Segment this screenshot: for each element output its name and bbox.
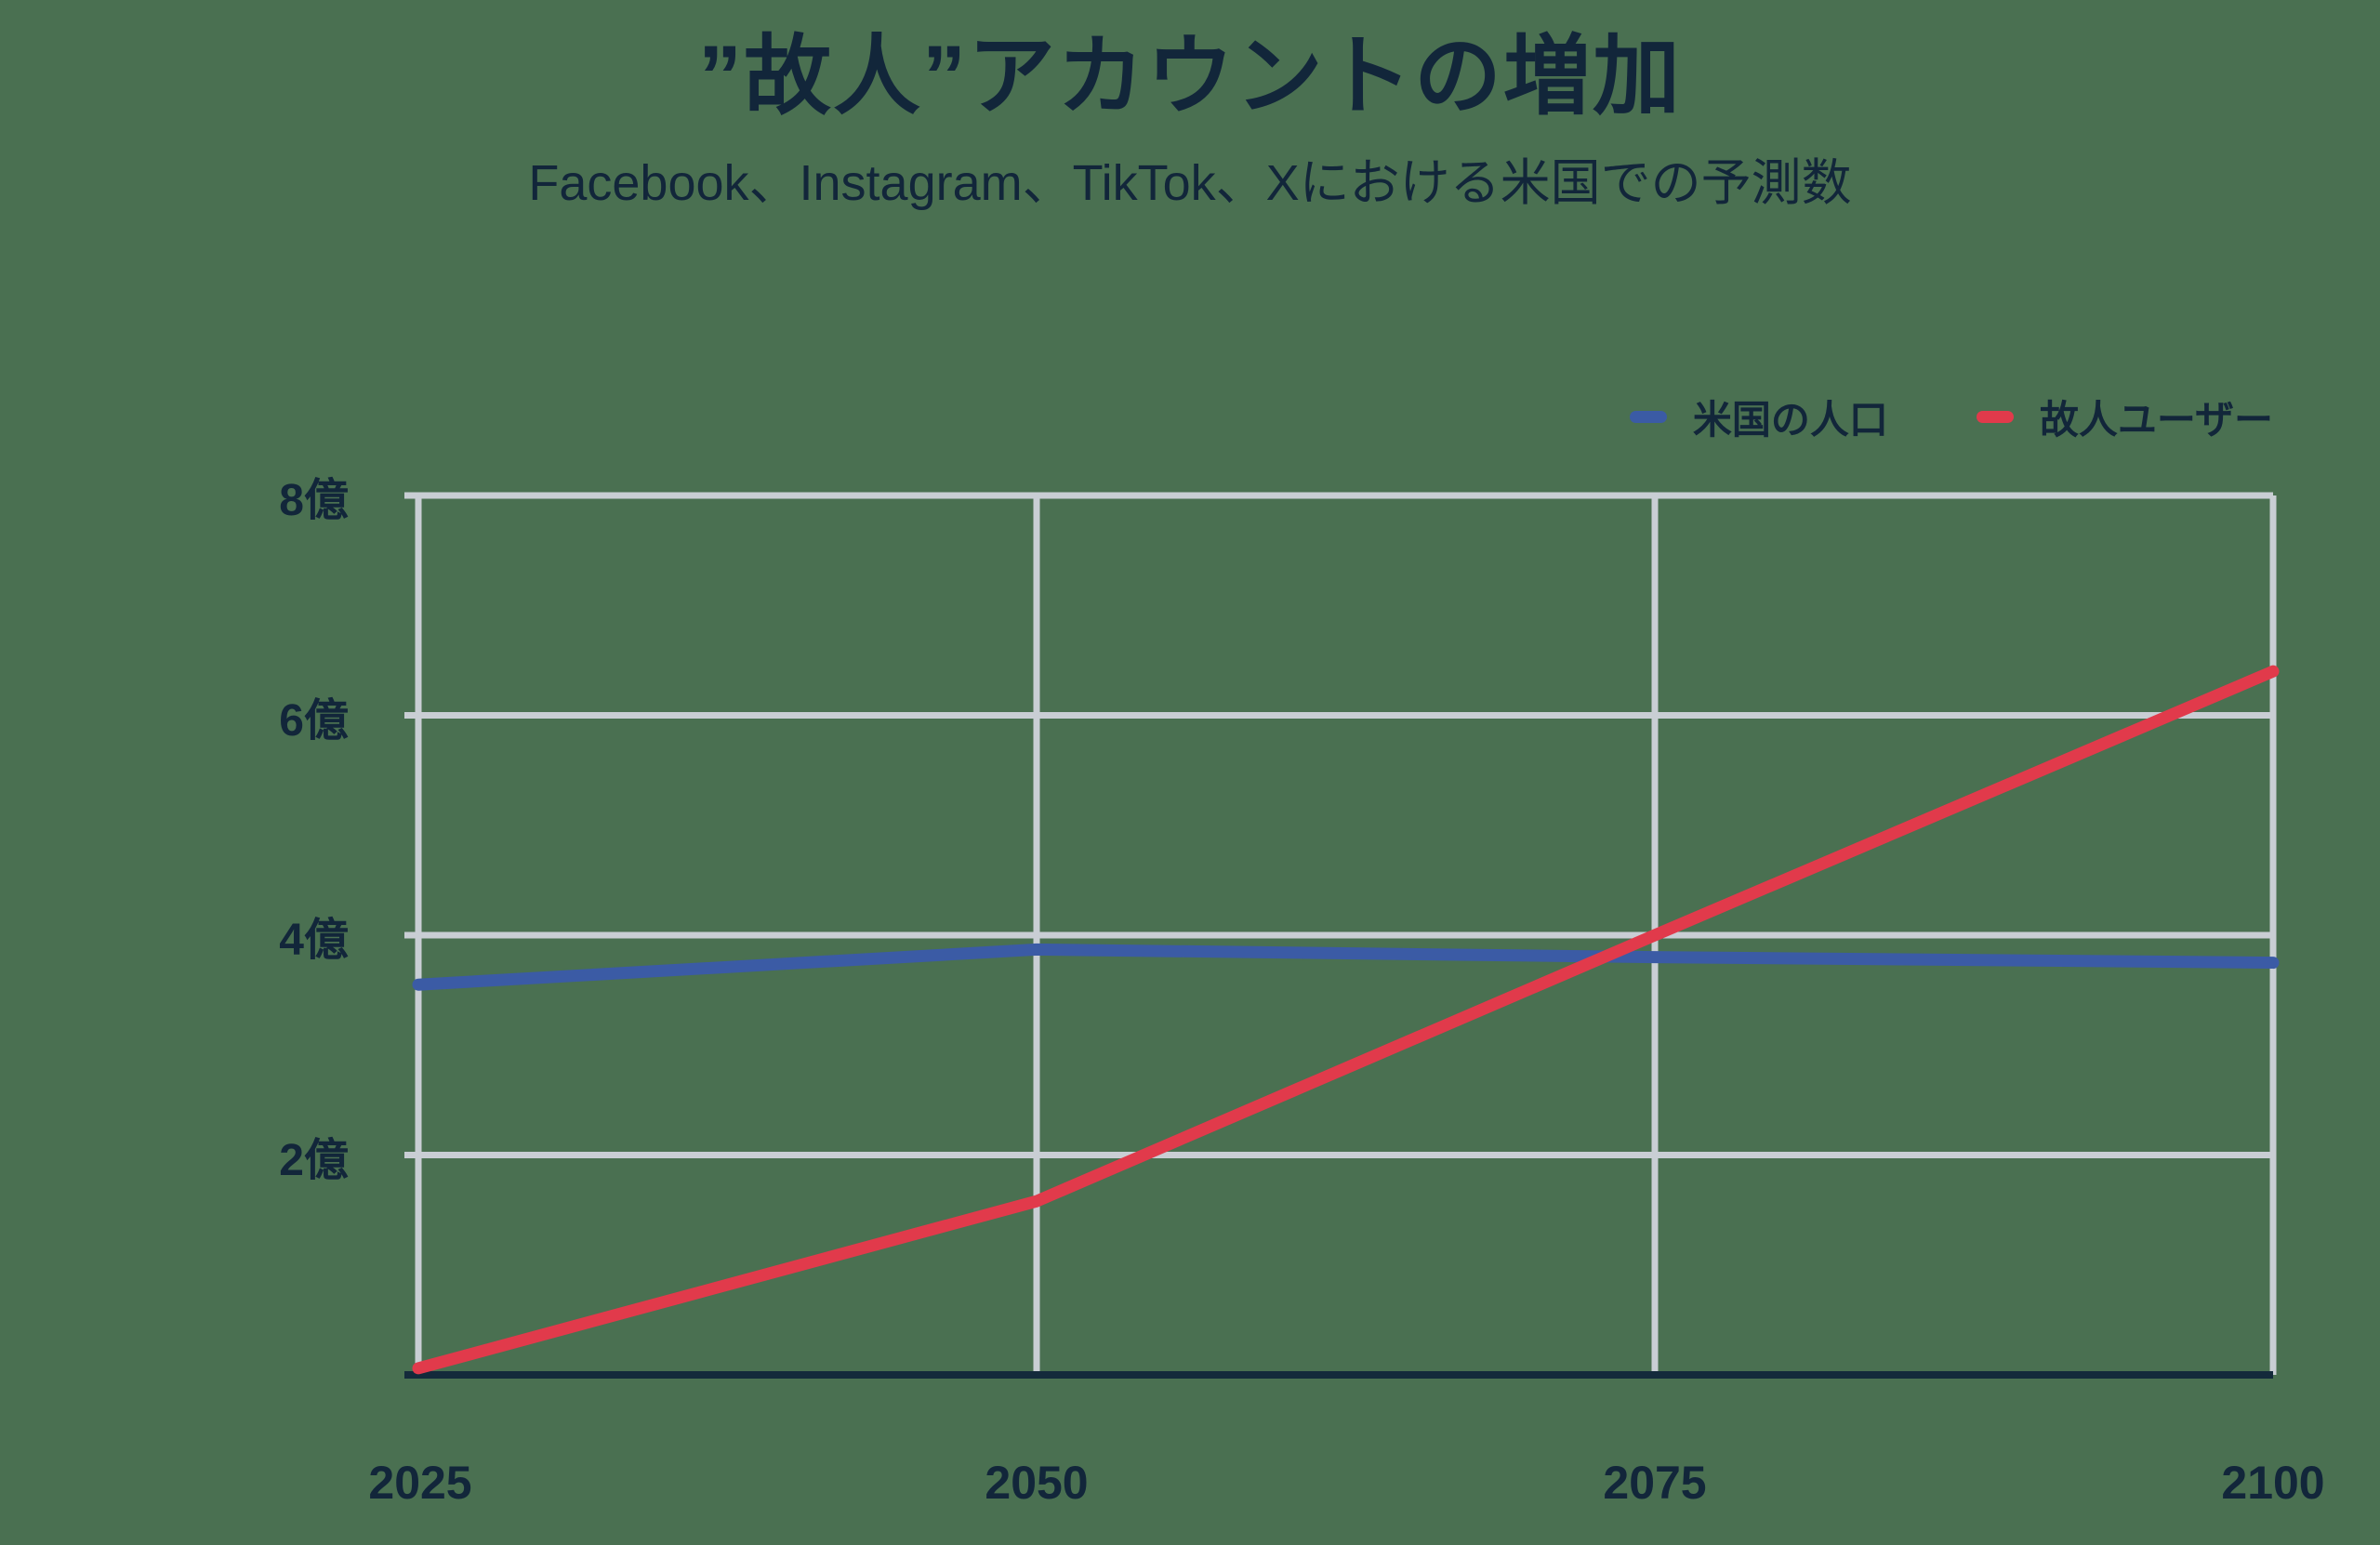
- x-tick-2100: 2100: [2221, 1457, 2325, 1509]
- legend-item-us-population: 米国の人口: [1629, 389, 1888, 445]
- y-tick-2: 2億: [279, 1136, 349, 1185]
- series-line: [412, 943, 2280, 991]
- y-tick-8: 8億: [279, 476, 349, 525]
- us-population-line-swatch: [1629, 411, 1667, 423]
- deceased-users-line-swatch: [1976, 411, 2014, 423]
- x-tick-2025: 2025: [368, 1457, 472, 1509]
- legend: 米国の人口 故人ユーザー: [1629, 389, 2273, 445]
- x-tick-2050: 2050: [985, 1457, 1089, 1509]
- legend-label-deceased-users: 故人ユーザー: [2039, 398, 2273, 442]
- y-tick-6: 6億: [279, 696, 349, 746]
- x-tick-2075: 2075: [1603, 1457, 1707, 1509]
- series-line: [412, 665, 2280, 1375]
- chart-subtitle: Facebook、Instagram、TikTok、Xにおける米国での予測数: [528, 155, 1852, 211]
- legend-label-us-population: 米国の人口: [1692, 398, 1888, 442]
- legend-item-deceased-users: 故人ユーザー: [1976, 389, 2273, 445]
- chart-title: ”故人”アカウントの増加: [697, 27, 1682, 125]
- y-tick-4: 4億: [279, 916, 349, 965]
